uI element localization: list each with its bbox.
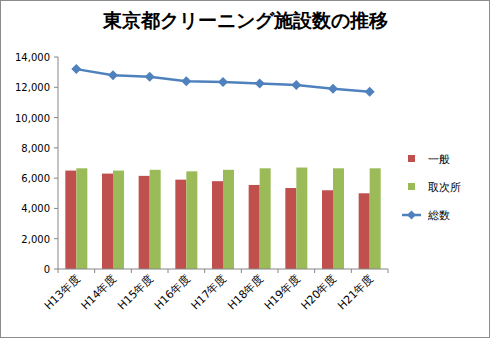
y-tick-label: 10,000 <box>15 113 50 124</box>
bar <box>175 180 186 269</box>
bar <box>65 171 76 269</box>
bar <box>296 168 307 269</box>
y-tick-label: 6,000 <box>21 173 50 184</box>
title: 東京都クリーニング施設数の推移 <box>102 9 388 31</box>
plot-marks <box>65 64 380 269</box>
bar <box>212 181 223 269</box>
marker <box>328 84 338 94</box>
x-tick-label: H17年度 <box>189 272 230 313</box>
chart-frame <box>1 1 490 338</box>
bar <box>76 168 87 269</box>
x-tick <box>241 269 242 273</box>
bar <box>186 171 197 269</box>
y-tick-label: 8,000 <box>21 143 50 154</box>
bar <box>139 176 150 269</box>
marker <box>71 64 81 74</box>
y-tick-label: 14,000 <box>15 52 50 63</box>
x-tick-label: H13年度 <box>42 272 83 313</box>
marker <box>365 87 375 97</box>
bar <box>150 170 161 269</box>
y-tick <box>54 238 58 239</box>
x-tick <box>351 269 352 273</box>
marker <box>108 70 118 80</box>
x-tick <box>278 269 279 273</box>
line <box>76 69 369 92</box>
x-tick-label: H14年度 <box>79 272 120 313</box>
y-tick <box>54 269 58 270</box>
x-tick <box>388 269 389 273</box>
legend-label: 取次所 <box>428 181 461 194</box>
x-axis <box>58 269 388 270</box>
y-axis <box>58 57 59 269</box>
legend-swatch <box>407 211 416 220</box>
y-tick <box>54 57 58 58</box>
x-tick-label: H20年度 <box>299 272 340 313</box>
x-tick-label: H19年度 <box>262 272 303 313</box>
bar <box>285 188 296 269</box>
y-tick <box>54 87 58 88</box>
x-tick-label: H16年度 <box>152 272 193 313</box>
legend-swatch <box>408 183 415 190</box>
y-tick <box>54 178 58 179</box>
x-tick-label: H15年度 <box>115 272 156 313</box>
x-tick <box>94 269 95 273</box>
bar <box>113 171 124 269</box>
x-tick <box>314 269 315 273</box>
marker <box>255 79 265 89</box>
bar <box>249 185 260 269</box>
bar <box>359 193 370 269</box>
bar <box>370 168 381 269</box>
x-tick <box>131 269 132 273</box>
bar <box>333 168 344 269</box>
bar <box>223 170 234 269</box>
y-tick <box>54 117 58 118</box>
x-tick <box>58 269 59 273</box>
y-tick-label: 4,000 <box>21 203 50 214</box>
legend-label: 一般 <box>428 153 450 166</box>
y-tick-label: 0 <box>44 264 50 275</box>
marker <box>181 76 191 86</box>
chart: 東京都クリーニング施設数の推移 0 2,000 4,000 6,000 8,000 10,0… <box>0 0 490 338</box>
y-tick-label: 12,000 <box>15 82 50 93</box>
x-tick <box>204 269 205 273</box>
marker <box>218 77 228 87</box>
x-tick <box>168 269 169 273</box>
y-tick-label: 2,000 <box>21 234 50 245</box>
legend-label: 総数 <box>427 209 450 222</box>
x-tick-label: H21年度 <box>335 272 376 313</box>
y-tick <box>54 147 58 148</box>
legend-swatch <box>408 155 415 162</box>
marker <box>145 72 155 82</box>
x-tick-label: H18年度 <box>225 272 266 313</box>
bar <box>322 190 333 269</box>
marker <box>291 80 301 90</box>
y-tick <box>54 208 58 209</box>
bar <box>260 168 271 269</box>
bar <box>102 174 113 269</box>
